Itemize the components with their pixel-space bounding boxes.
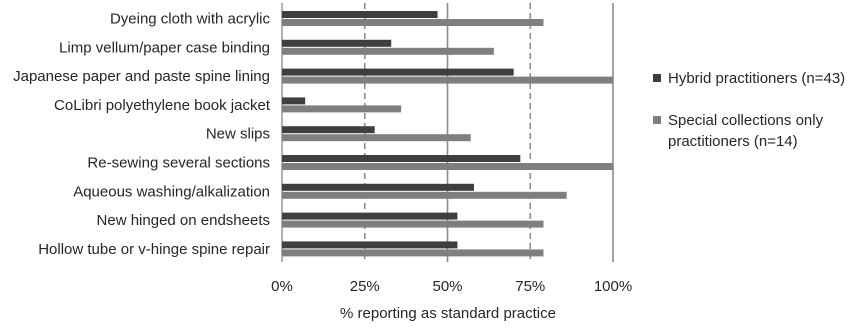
bar-hybrid-1: [282, 39, 392, 47]
bar-special-collections-4: [282, 134, 471, 142]
x-tick-label: 75%: [515, 278, 545, 295]
category-label: Japanese paper and paste spine lining: [13, 68, 270, 85]
bar-special-collections-3: [282, 105, 402, 113]
legend-label-special-collections: practitioners (n=14): [668, 133, 798, 150]
bar-hybrid-2: [282, 68, 514, 76]
legend: Hybrid practitioners (n=43) Special colle…: [653, 70, 845, 150]
bar-hybrid-4: [282, 126, 375, 134]
category-label: Re-sewing several sections: [87, 155, 270, 172]
bar-special-collections-2: [282, 76, 613, 84]
bar-special-collections-5: [282, 163, 613, 170]
bars: [282, 11, 613, 257]
category-label: Aqueous washing/alkalization: [73, 183, 270, 200]
bar-special-collections-6: [282, 191, 567, 199]
bar-special-collections-7: [282, 220, 544, 228]
bar-hybrid-5: [282, 155, 521, 162]
category-label: Limp vellum/paper case binding: [59, 39, 270, 56]
category-label: CoLibri polyethylene book jacket: [54, 97, 271, 114]
bar-special-collections-0: [282, 19, 544, 26]
legend-label-special-collections: Special collections only: [668, 112, 824, 129]
category-labels: Dyeing cloth with acrylic Limp vellum/pap…: [13, 11, 271, 258]
legend-swatch-hybrid: [653, 74, 661, 82]
x-axis-title: % reporting as standard practice: [340, 305, 556, 322]
bar-special-collections-1: [282, 47, 494, 55]
category-label: New slips: [206, 126, 270, 143]
bar-hybrid-8: [282, 241, 458, 249]
legend-label-hybrid: Hybrid practitioners (n=43): [668, 70, 845, 87]
category-label: New hinged on endsheets: [97, 212, 270, 229]
x-tick-label: 0%: [271, 278, 293, 295]
bar-hybrid-6: [282, 183, 474, 191]
legend-swatch-special-collections: [653, 116, 661, 124]
x-tick-label: 25%: [350, 278, 380, 295]
bar-hybrid-7: [282, 212, 458, 220]
x-tick-labels: 0% 25% 50% 75% 100%: [271, 278, 632, 295]
bar-hybrid-3: [282, 97, 306, 105]
category-label: Dyeing cloth with acrylic: [110, 11, 271, 28]
category-label: Hollow tube or v-hinge spine repair: [38, 241, 270, 258]
bar-hybrid-0: [282, 11, 438, 18]
bar-special-collections-8: [282, 249, 544, 257]
x-tick-label: 50%: [432, 278, 462, 295]
x-tick-label: 100%: [594, 278, 632, 295]
